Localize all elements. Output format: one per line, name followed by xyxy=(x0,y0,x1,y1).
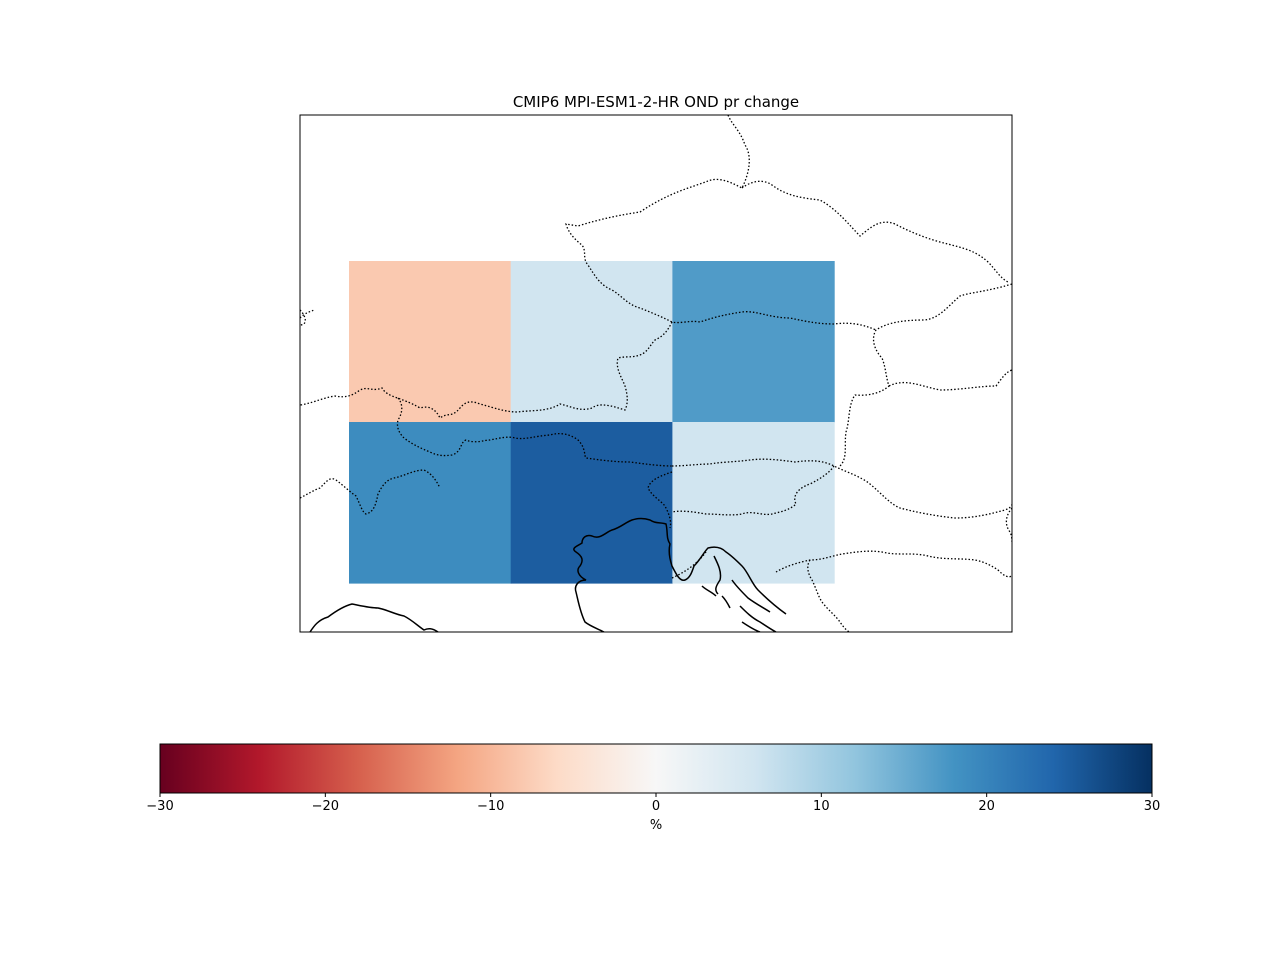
colorbar: −30 −20 −10 0 10 20 30 % xyxy=(146,743,1160,833)
grid-cell-r0-c2 xyxy=(672,261,835,423)
grid-cell-r0-c1 xyxy=(510,261,673,423)
country-borders xyxy=(300,115,1012,632)
coastlines xyxy=(309,517,787,632)
map-axes xyxy=(299,114,1013,633)
colorbar-tick-label: −10 xyxy=(477,799,504,814)
grid-cell-r1-c0 xyxy=(349,422,512,584)
grid-cell-r0-c0 xyxy=(349,261,512,423)
colorbar-tick-label: −30 xyxy=(146,799,173,814)
colorbar-label: % xyxy=(650,818,662,833)
colorbar-gradient xyxy=(159,743,1153,794)
colorbar-tick-label: 20 xyxy=(978,799,995,814)
precip-change-grid xyxy=(349,261,835,584)
map-title: CMIP6 MPI-ESM1-2-HR OND pr change xyxy=(513,93,799,111)
colorbar-tick-label: 30 xyxy=(1144,799,1161,814)
grid-cell-r1-c1 xyxy=(510,422,673,584)
colorbar-ticks: −30 −20 −10 0 10 20 30 xyxy=(146,793,1160,814)
map-frame xyxy=(299,114,1013,633)
colorbar-tick-label: −20 xyxy=(312,799,339,814)
grid-cell-r1-c2 xyxy=(672,422,835,584)
colorbar-tick-label: 0 xyxy=(652,799,660,814)
colorbar-tick-label: 10 xyxy=(813,799,830,814)
